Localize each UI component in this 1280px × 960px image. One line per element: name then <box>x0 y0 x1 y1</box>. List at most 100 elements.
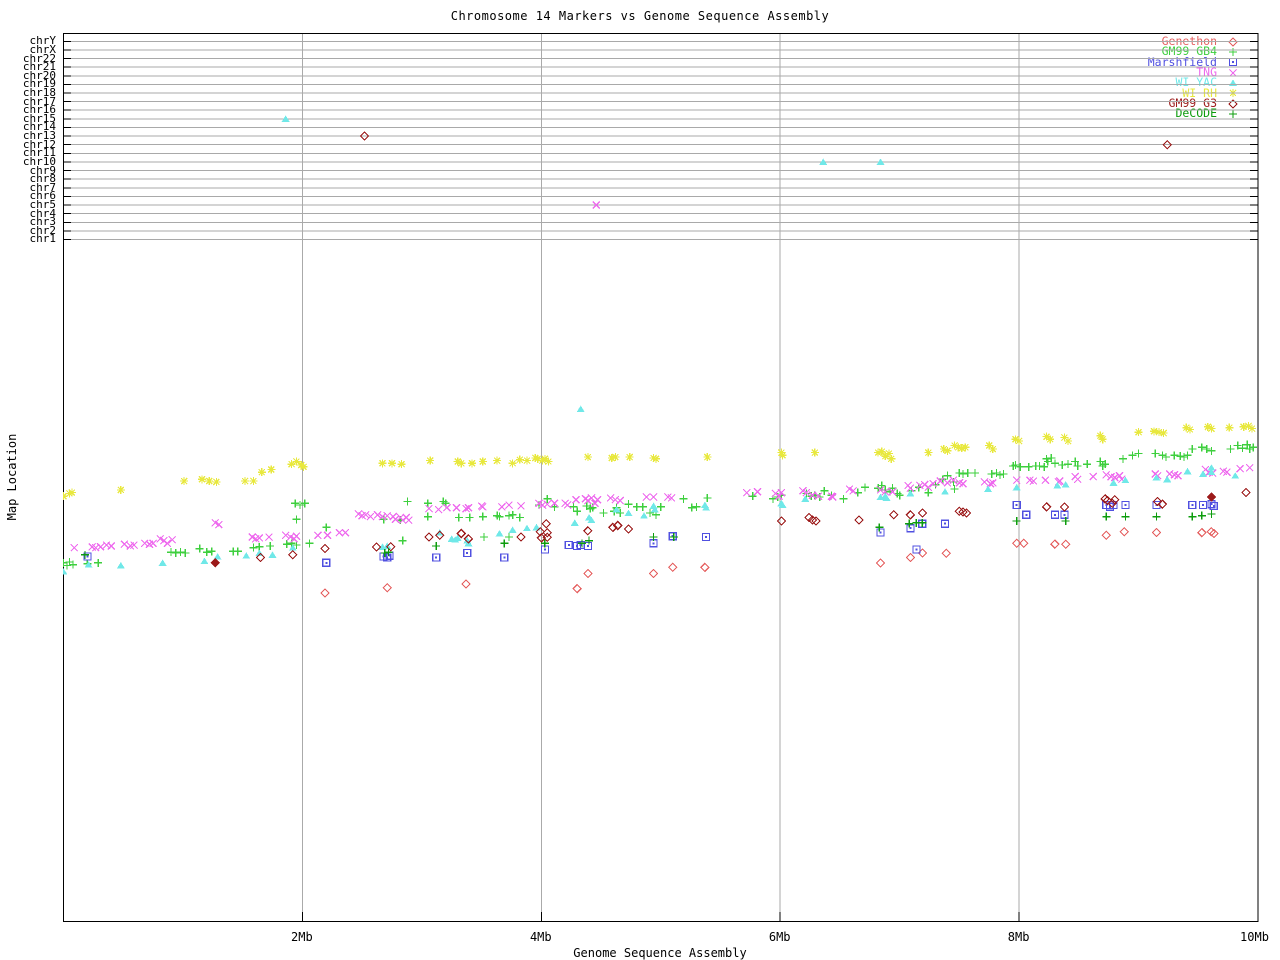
marker-gm99-gb4 <box>839 494 848 503</box>
marker-wi-yac <box>508 526 517 533</box>
marker-gm99-gb4 <box>379 515 388 524</box>
y-tick-label-chr7: chr7 <box>29 180 57 194</box>
marker-tng <box>391 515 400 524</box>
marker-gm99-g3 <box>1041 502 1052 512</box>
marker-gm99-gb4 <box>1119 454 1128 463</box>
marker-wi-rh <box>877 447 886 456</box>
marker-gm99-gb4 <box>495 512 504 521</box>
legend-marker-tng-icon <box>1229 68 1237 77</box>
marker-genethon <box>461 579 471 589</box>
marker-wi-rh <box>1098 435 1107 444</box>
marker-gm99-gb4 <box>1128 451 1137 460</box>
marker-wi-rh <box>508 459 517 468</box>
legend-glyph-gm99-gb4 <box>1229 47 1237 56</box>
marker-marshfield <box>500 553 509 562</box>
marker-decode <box>577 539 586 548</box>
marker-tng <box>281 531 290 540</box>
y-tick-label-chr8: chr8 <box>29 172 57 186</box>
marker-wi-yac <box>1109 479 1118 486</box>
marker-decode <box>1188 512 1197 521</box>
marker-marshfield <box>1209 501 1218 511</box>
marker-tng <box>434 505 443 514</box>
marker-gm99-gb4 <box>515 513 524 522</box>
marker-wi-rh <box>180 477 189 486</box>
legend-item-gm99-gb4: GM99 GB4 <box>1162 46 1240 57</box>
marker-tng <box>593 495 602 504</box>
marker-gm99-gb4 <box>820 486 829 495</box>
y-tick-label-chr22: chr22 <box>22 51 56 65</box>
marker-wi-rh <box>533 454 542 463</box>
x-tick-label-2mb: 2Mb <box>291 930 313 944</box>
marker-tng <box>742 488 751 497</box>
x-tick-label-8mb: 8Mb <box>1007 930 1030 944</box>
marker-marshfield <box>383 553 392 562</box>
marker-tng <box>70 543 79 552</box>
marker-gm99-g3 <box>371 542 382 552</box>
legend-item-gm99-g3: GM99 G3 <box>1168 96 1240 111</box>
marker-gm99-g3 <box>1102 495 1113 506</box>
marker-genethon <box>875 558 886 568</box>
marker-wi-rh <box>703 453 712 462</box>
marker-tng <box>149 539 158 548</box>
legend-item-decode: DeCODE <box>1175 108 1240 119</box>
marker-wi-rh <box>65 489 74 498</box>
y-tick-label-chr19: chr19 <box>22 77 56 91</box>
legend-glyph-tng <box>1229 68 1237 77</box>
marker-tng <box>120 540 129 549</box>
marker-gm99-g3 <box>1157 499 1168 509</box>
marker-marshfield <box>1060 510 1069 519</box>
marker-tng <box>1041 476 1050 485</box>
marker-gm99-g3 <box>776 516 787 526</box>
marker-gm99-gb4 <box>255 542 264 551</box>
marker-wi-rh <box>1248 424 1257 433</box>
marker-tng <box>1029 477 1038 485</box>
marker-wi-rh <box>257 468 266 477</box>
marker-wi-rh <box>544 457 553 466</box>
marker-gm99-g3 <box>424 532 434 542</box>
marker-gm99-gb4 <box>282 540 291 549</box>
marker-wi-yac <box>116 562 125 569</box>
marker-gm99-gb4 <box>1207 446 1216 455</box>
y-tick-label-chr15: chr15 <box>22 111 56 125</box>
marker-gm99-g3 <box>210 558 220 568</box>
plot-frame <box>63 33 1259 922</box>
marker-gm99-gb4 <box>1073 461 1082 470</box>
marker-wi-rh <box>625 453 634 462</box>
marker-genethon <box>1119 526 1129 537</box>
marker-wi-rh <box>292 457 301 466</box>
marker-tng <box>214 520 223 529</box>
marker-gm99-gb4 <box>195 544 204 553</box>
marker-wi-rh <box>1015 437 1024 446</box>
marker-gm99-gb4 <box>1096 457 1105 466</box>
marker-gm99-gb4 <box>1162 453 1171 462</box>
marker-wi-rh <box>249 477 258 486</box>
marker-tng <box>1089 472 1098 481</box>
marker-tng <box>881 487 890 496</box>
y-tick-label-chr17: chr17 <box>22 94 56 108</box>
marker-wi-rh <box>287 460 296 469</box>
marker-wi-yac <box>453 534 462 541</box>
marker-decode <box>81 550 90 559</box>
marker-tng <box>849 486 857 495</box>
marker-tng <box>1245 463 1254 472</box>
marker-genethon <box>667 562 678 573</box>
y-tick-label-chr2: chr2 <box>29 223 57 237</box>
x-tick-label-10mb: 10Mb <box>1240 930 1269 944</box>
marker-gm99-gb4 <box>305 539 314 548</box>
legend-label-gm99-g3: GM99 G3 <box>1168 96 1217 111</box>
marker-marshfield <box>668 532 677 541</box>
legend-marker-gm99-g3-icon <box>1228 98 1238 109</box>
marker-decode <box>432 541 441 550</box>
marker-gm99-gb4 <box>403 497 412 506</box>
marker-wi-yac <box>570 519 579 526</box>
marker-wi-yac <box>1061 481 1070 488</box>
marker-wi-yac <box>200 557 209 565</box>
y-tick-label-chr10: chr10 <box>22 154 56 168</box>
y-tick-label-chr13: chr13 <box>22 129 56 143</box>
marker-tng <box>255 534 264 542</box>
marker-gm99-gb4 <box>1176 452 1185 461</box>
marker-gm99-gb4 <box>291 499 300 508</box>
marker-tng <box>980 478 989 486</box>
marker-wi-yac <box>1199 470 1208 477</box>
